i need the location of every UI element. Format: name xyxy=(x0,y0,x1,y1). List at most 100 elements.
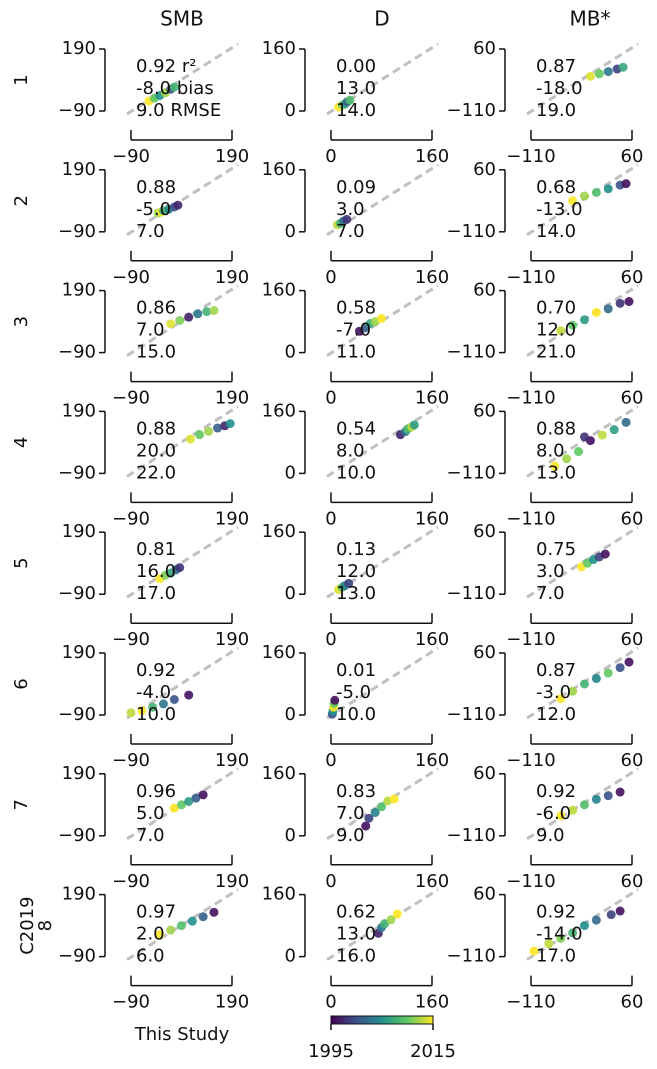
stat-value: 0.88 xyxy=(136,418,176,439)
scatter-point xyxy=(370,808,380,818)
x-tick-label: 60 xyxy=(621,750,644,771)
scatter-point xyxy=(177,921,186,931)
y-tick-label: 0 xyxy=(285,462,296,483)
scatter-point xyxy=(579,432,589,442)
y-tick-label: 160 xyxy=(262,400,296,421)
stat-annotation: 0.75 xyxy=(536,539,576,560)
scatter-point xyxy=(591,307,601,317)
y-tick-label: 160 xyxy=(262,884,296,905)
row-label: 1 xyxy=(11,74,32,85)
stat-value: 9.0 xyxy=(136,100,165,121)
x-tick-label: 60 xyxy=(621,992,644,1013)
x-tick-label: −110 xyxy=(506,508,555,529)
y-tick-label: −110 xyxy=(447,221,496,242)
stat-annotation: 0.92 r² xyxy=(136,56,196,77)
y-tick-label: −90 xyxy=(58,583,96,604)
stat-annotation: 14.0 xyxy=(336,100,376,121)
y-tick-label: −90 xyxy=(58,825,96,846)
scatter-point xyxy=(225,419,235,429)
stat-value: 0.97 xyxy=(136,902,176,923)
stat-value: 0.92 xyxy=(136,56,176,77)
scatter-point xyxy=(204,426,214,436)
stat-value: 0.92 xyxy=(536,902,576,923)
scatter-point xyxy=(615,663,625,673)
stat-annotation: 0.87 xyxy=(536,56,576,77)
stat-name: RMSE xyxy=(170,100,221,121)
stat-value: 19.0 xyxy=(536,100,576,121)
stat-name: bias xyxy=(177,78,214,99)
scatter-point xyxy=(364,813,374,823)
stat-annotation: 9.0 RMSE xyxy=(136,100,221,121)
scatter-point xyxy=(568,320,578,330)
stat-value: -8.0 xyxy=(136,78,171,99)
stat-value: 10.0 xyxy=(336,462,376,483)
column-title: SMB xyxy=(160,7,204,31)
stat-annotation: 0.70 xyxy=(536,298,576,319)
stat-value: 13.0 xyxy=(336,924,376,945)
x-tick-label: 160 xyxy=(415,992,449,1013)
x-tick-label: −90 xyxy=(112,267,150,288)
scatter-point xyxy=(184,312,194,322)
x-tick-label: 0 xyxy=(325,750,336,771)
stat-value: 21.0 xyxy=(536,342,576,363)
stat-annotation: 7.0 xyxy=(336,803,365,824)
stat-annotation: 0.58 xyxy=(336,298,376,319)
stat-value: 2.0 xyxy=(136,924,165,945)
stat-value: 5.0 xyxy=(136,803,165,824)
stat-annotation: 0.09 xyxy=(336,177,376,198)
stat-annotation: -5.0 xyxy=(136,199,171,220)
stat-annotation: 0.96 xyxy=(136,781,176,802)
y-tick-label: 0 xyxy=(285,583,296,604)
y-tick-label: 60 xyxy=(473,280,496,301)
identity-line xyxy=(126,163,239,237)
stat-annotation: 0.68 xyxy=(536,177,576,198)
scatter-point xyxy=(606,910,616,920)
stat-value: -4.0 xyxy=(136,682,171,703)
scatter-point xyxy=(193,309,203,319)
x-tick-label: −110 xyxy=(506,871,555,892)
stat-value: 11.0 xyxy=(336,342,376,363)
scatter-point xyxy=(597,430,607,440)
stat-annotation: -6.0 xyxy=(536,803,571,824)
x-tick-label: 0 xyxy=(325,629,336,650)
stat-value: -6.0 xyxy=(536,803,571,824)
identity-line xyxy=(126,405,239,478)
scatter-point xyxy=(579,800,589,810)
stat-value: 0.13 xyxy=(336,539,376,560)
stat-annotation: 0.54 xyxy=(336,418,376,439)
stat-value: 10.0 xyxy=(136,704,176,725)
x-tick-label: −110 xyxy=(506,388,555,409)
x-tick-label: 60 xyxy=(621,388,644,409)
stat-value: -3.0 xyxy=(536,682,571,703)
y-tick-label: 190 xyxy=(62,38,96,59)
y-tick-label: 60 xyxy=(473,38,496,59)
stat-value: 7.0 xyxy=(336,221,365,242)
x-tick-label: 0 xyxy=(325,992,336,1013)
stat-value: -5.0 xyxy=(136,199,171,220)
stat-annotation: 10.0 xyxy=(336,704,376,725)
colorbar xyxy=(330,1015,434,1025)
stat-value: 15.0 xyxy=(136,342,176,363)
scatter-point xyxy=(568,686,578,696)
identity-line xyxy=(526,405,639,478)
scatter-point xyxy=(209,306,219,316)
x-tick-label: 60 xyxy=(621,629,644,650)
scatter-point xyxy=(615,906,625,916)
stat-value: 13.0 xyxy=(336,78,376,99)
y-tick-label: −110 xyxy=(447,704,496,725)
stat-annotation: 0.86 xyxy=(136,298,176,319)
stat-value: 20.0 xyxy=(136,440,176,461)
scatter-point xyxy=(591,915,601,925)
x-tick-label: 190 xyxy=(215,871,249,892)
x-tick-label: 190 xyxy=(215,267,249,288)
scatter-point xyxy=(603,67,613,77)
stat-value: 17.0 xyxy=(536,946,576,967)
stat-annotation: -3.0 xyxy=(536,682,571,703)
scatter-point xyxy=(389,794,399,804)
row-label: 2 xyxy=(11,195,32,206)
scatter-point xyxy=(585,71,595,81)
y-tick-label: −110 xyxy=(447,583,496,604)
scatter-point xyxy=(556,326,566,336)
identity-line xyxy=(526,525,639,599)
